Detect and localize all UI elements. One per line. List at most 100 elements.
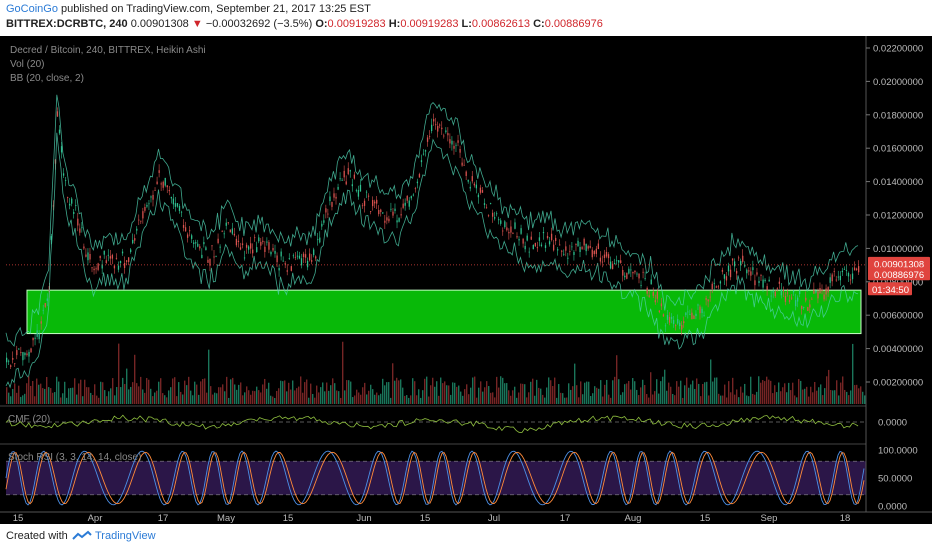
- volume-bar: [364, 382, 366, 404]
- candle: [815, 290, 817, 293]
- candle: [784, 296, 787, 302]
- candle: [130, 249, 132, 253]
- volume-bar: [164, 395, 166, 404]
- tradingview-link[interactable]: TradingView: [95, 530, 156, 542]
- main-pane[interactable]: [0, 94, 932, 445]
- volume-bar: [498, 387, 500, 404]
- volume-bar: [748, 396, 750, 404]
- candle: [481, 190, 484, 193]
- volume-bar: [210, 386, 212, 404]
- volume-bar: [786, 392, 788, 404]
- candle: [677, 318, 679, 324]
- volume-bar: [436, 381, 438, 404]
- volume-bar: [640, 387, 642, 404]
- volume-bar: [776, 392, 778, 404]
- volume-bar: [296, 388, 298, 404]
- volume-bar: [22, 395, 24, 404]
- volume-bar: [718, 393, 720, 404]
- chart-area[interactable]: 0.02200000 0.02000000 0.01800000 0.01600000…: [0, 36, 932, 524]
- volume-bar: [288, 382, 290, 404]
- volume-bar: [684, 385, 686, 404]
- candle: [280, 251, 282, 257]
- candle: [453, 145, 455, 149]
- volume-bar: [204, 378, 206, 404]
- candle: [351, 184, 353, 187]
- candle: [620, 260, 622, 263]
- chart-header: GoCoinGo published on TradingView.com, S…: [0, 0, 932, 36]
- candle: [723, 274, 726, 279]
- volume-bar: [598, 388, 600, 404]
- volume-bar: [740, 386, 742, 404]
- price-tick-label: 0.01400000: [873, 177, 923, 188]
- candle: [400, 214, 402, 216]
- candle: [374, 201, 376, 204]
- volume-bar: [152, 396, 154, 404]
- time-tick-label: 17: [158, 513, 169, 524]
- volume-bar: [368, 390, 370, 404]
- candle: [50, 236, 53, 240]
- candle: [333, 193, 335, 198]
- candle: [22, 352, 24, 361]
- volume-bar: [338, 391, 340, 404]
- volume-bar: [44, 388, 46, 404]
- volume-bar: [236, 389, 238, 404]
- volume-bar: [280, 380, 282, 404]
- candle: [46, 298, 48, 301]
- volume-bar: [490, 392, 492, 404]
- candle: [264, 246, 266, 252]
- volume-bar: [708, 395, 710, 404]
- candle: [727, 265, 730, 272]
- candle: [266, 241, 268, 243]
- volume-bar: [604, 384, 606, 404]
- stoch-pane[interactable]: [5, 450, 866, 506]
- volume-bar: [402, 387, 404, 404]
- price-change: −0.00032692 (−3.5%): [205, 18, 313, 30]
- volume-bar: [258, 390, 260, 404]
- candle: [790, 297, 793, 299]
- volume-bar: [146, 378, 148, 404]
- volume-bar: [24, 393, 26, 404]
- volume-bar: [460, 391, 462, 404]
- candle: [709, 296, 711, 298]
- candle: [557, 249, 559, 251]
- candle: [182, 224, 185, 228]
- volume-bar: [720, 395, 722, 404]
- author-link[interactable]: GoCoinGo: [6, 3, 58, 15]
- volume-bar: [552, 386, 554, 404]
- support-zone[interactable]: [26, 289, 862, 335]
- price-axis[interactable]: 0.02200000 0.02000000 0.01800000 0.01600000…: [865, 36, 932, 513]
- volume-bar: [416, 395, 418, 404]
- volume-bar: [386, 382, 388, 404]
- volume-bar: [726, 397, 728, 404]
- volume-bar: [798, 379, 800, 404]
- volume-bar: [116, 387, 118, 404]
- volume-bar: [522, 383, 524, 404]
- volume-bar: [140, 376, 142, 404]
- candle: [349, 170, 351, 172]
- volume-bar: [716, 377, 718, 404]
- volume-bar: [64, 381, 66, 404]
- volume-bar: [336, 390, 338, 404]
- candle: [579, 246, 581, 253]
- candle: [475, 184, 478, 189]
- volume-bar: [248, 390, 250, 404]
- volume-bar: [150, 388, 152, 404]
- cmf-pane[interactable]: [5, 414, 866, 434]
- volume-bar: [576, 385, 578, 404]
- candle: [439, 124, 441, 126]
- volume-bar: [752, 393, 754, 404]
- candle: [447, 133, 449, 136]
- volume-bar: [188, 376, 190, 404]
- volume-bar: [782, 387, 784, 404]
- volume-bar: [622, 392, 624, 404]
- time-axis[interactable]: 15 Apr 17 May 15 Jun 15 Jul 17 Aug 15 Sep 18: [0, 511, 932, 524]
- volume-bar: [614, 376, 616, 404]
- candle: [132, 239, 134, 244]
- candle: [79, 228, 81, 233]
- candle: [343, 170, 345, 178]
- volume-bar: [66, 397, 68, 404]
- volume-bar: [682, 397, 684, 404]
- candle: [189, 230, 191, 232]
- candle: [6, 357, 8, 363]
- candle: [656, 291, 658, 299]
